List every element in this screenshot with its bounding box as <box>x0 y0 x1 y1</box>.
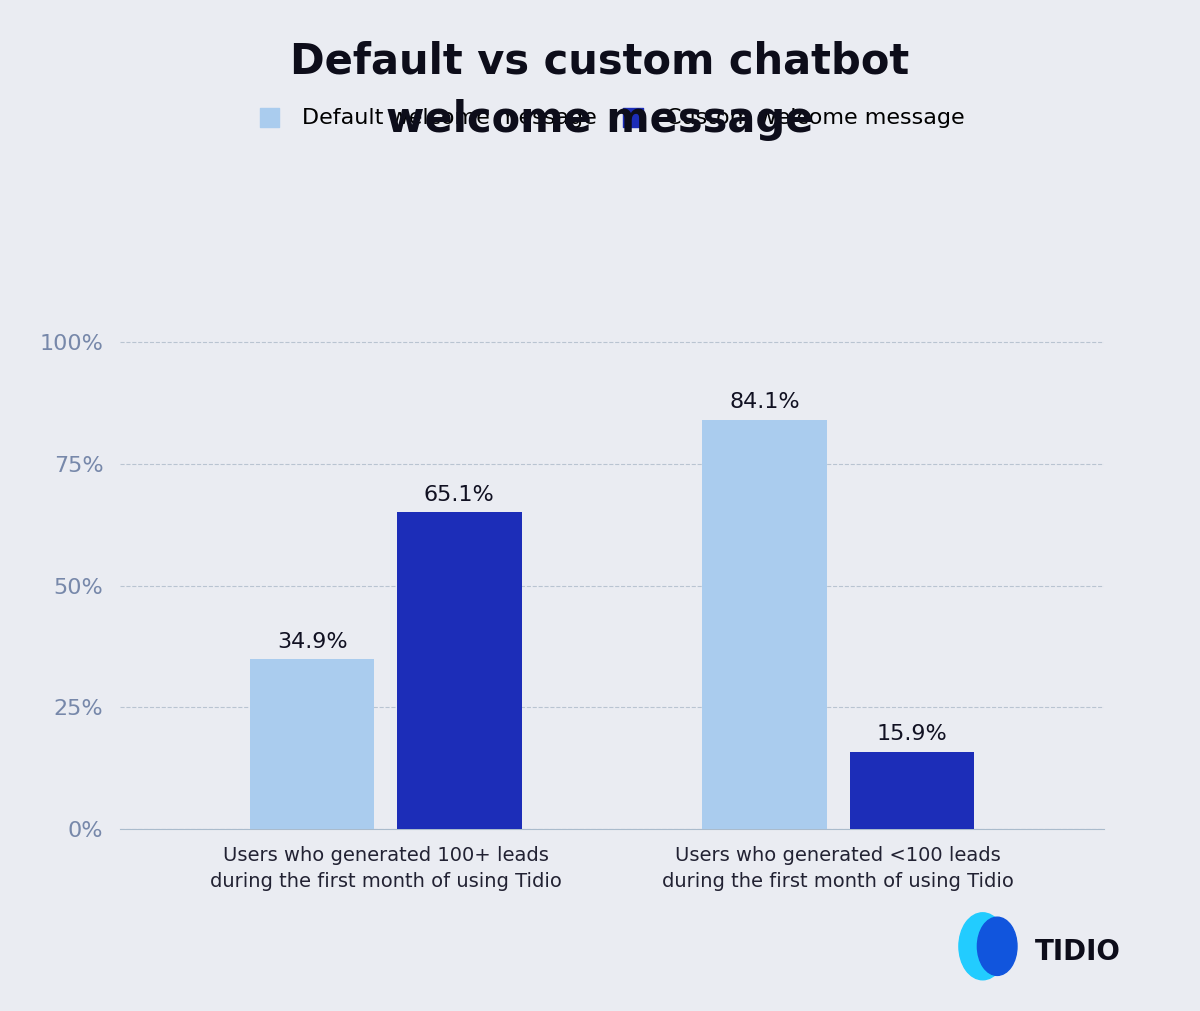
Bar <box>702 420 827 829</box>
Bar <box>250 659 374 829</box>
Text: 65.1%: 65.1% <box>424 485 494 504</box>
Ellipse shape <box>977 917 1018 976</box>
Ellipse shape <box>959 913 1007 980</box>
Bar <box>850 751 974 829</box>
Text: 34.9%: 34.9% <box>277 632 348 652</box>
Legend: Default welcome message, Custom welcome message: Default welcome message, Custom welcome … <box>248 94 976 139</box>
Text: Default vs custom chatbot
welcome message: Default vs custom chatbot welcome messag… <box>290 40 910 141</box>
Text: 84.1%: 84.1% <box>730 392 800 412</box>
Text: TIDIO: TIDIO <box>1034 938 1121 967</box>
Text: 15.9%: 15.9% <box>876 724 947 744</box>
Bar <box>397 513 522 829</box>
